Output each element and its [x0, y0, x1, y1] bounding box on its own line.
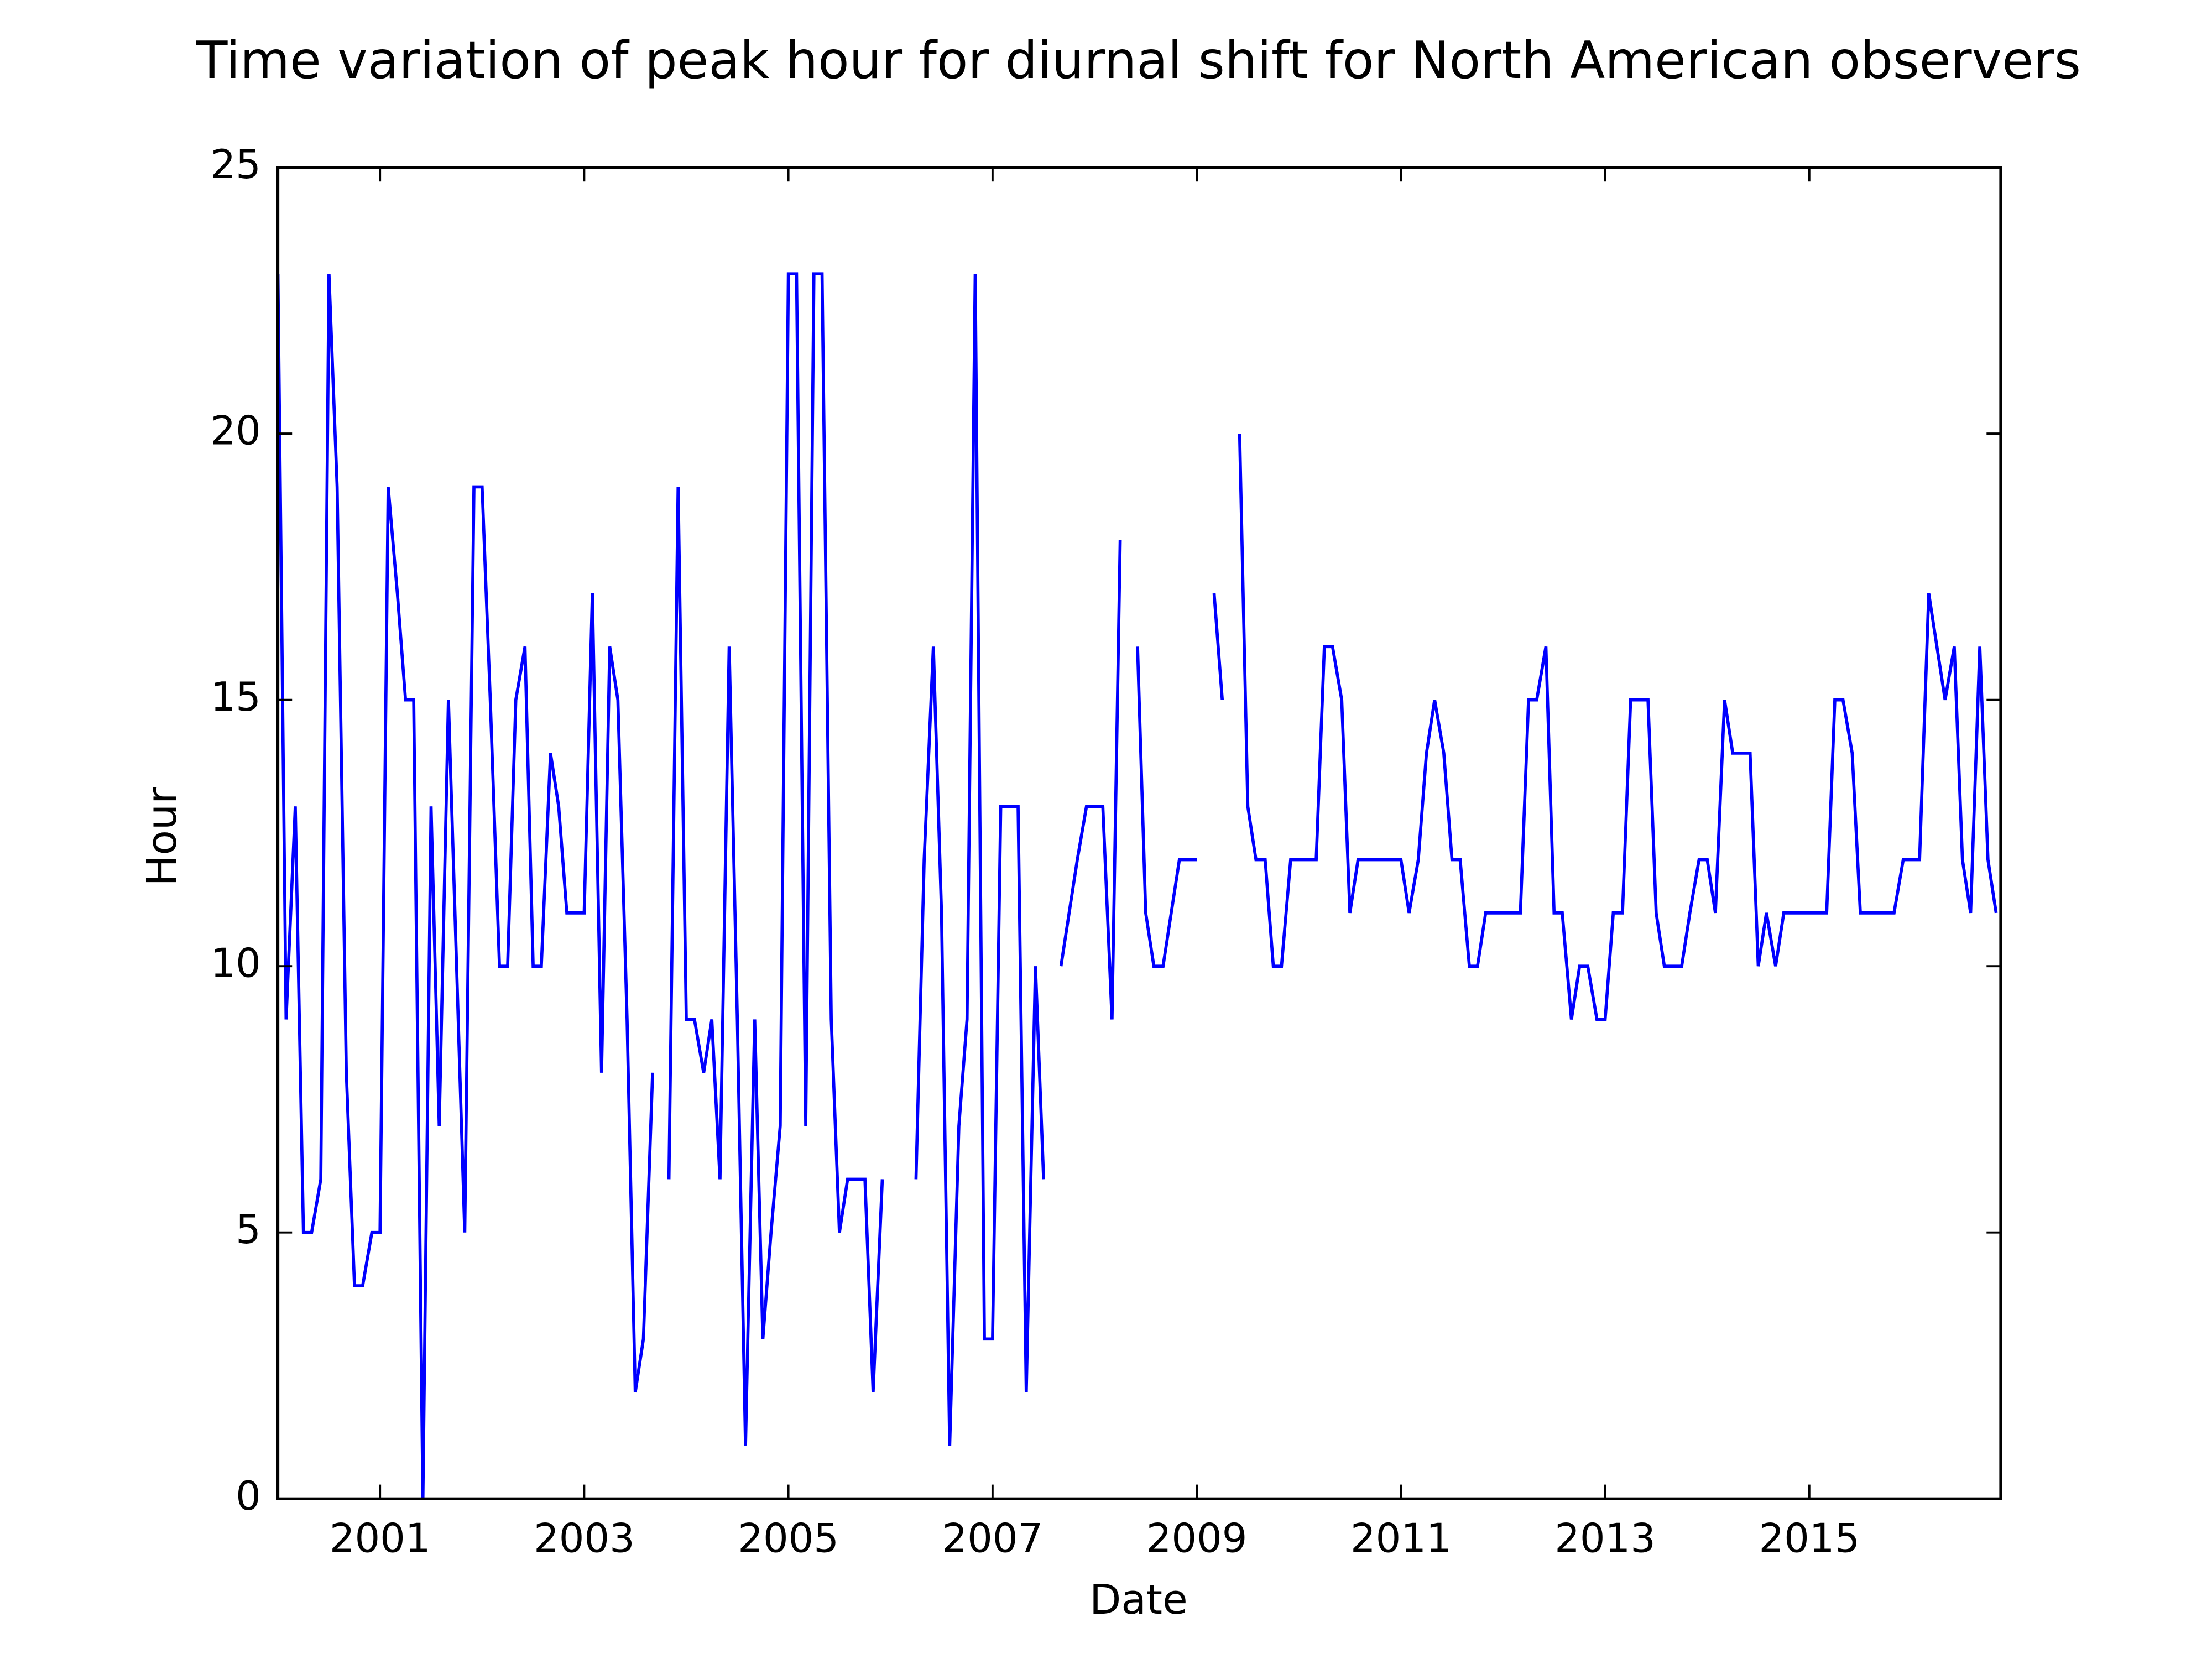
- y-axis-label: Hour: [138, 787, 186, 886]
- y-tick-label: 0: [236, 1473, 261, 1519]
- x-tick-label: 2011: [1350, 1515, 1452, 1562]
- chart-title: Time variation of peak hour for diurnal …: [196, 30, 2081, 90]
- x-tick-label: 2007: [942, 1515, 1044, 1562]
- x-tick-label: 2009: [1146, 1515, 1248, 1562]
- y-tick-label: 15: [210, 674, 260, 720]
- x-tick-label: 2015: [1759, 1515, 1860, 1562]
- y-tick-label: 10: [210, 940, 260, 987]
- y-tick-label: 5: [236, 1206, 261, 1253]
- x-tick-label: 2001: [330, 1515, 431, 1562]
- x-axis-label: Date: [1089, 1575, 1188, 1624]
- x-tick-label: 2003: [534, 1515, 635, 1562]
- x-tick-label: 2005: [738, 1515, 839, 1562]
- data-line: [276, 272, 1998, 1499]
- x-tick-label: 2013: [1554, 1515, 1656, 1562]
- plot-frame: [276, 166, 2002, 1500]
- y-tick-label: 20: [210, 408, 260, 454]
- y-tick-label: 25: [210, 141, 260, 187]
